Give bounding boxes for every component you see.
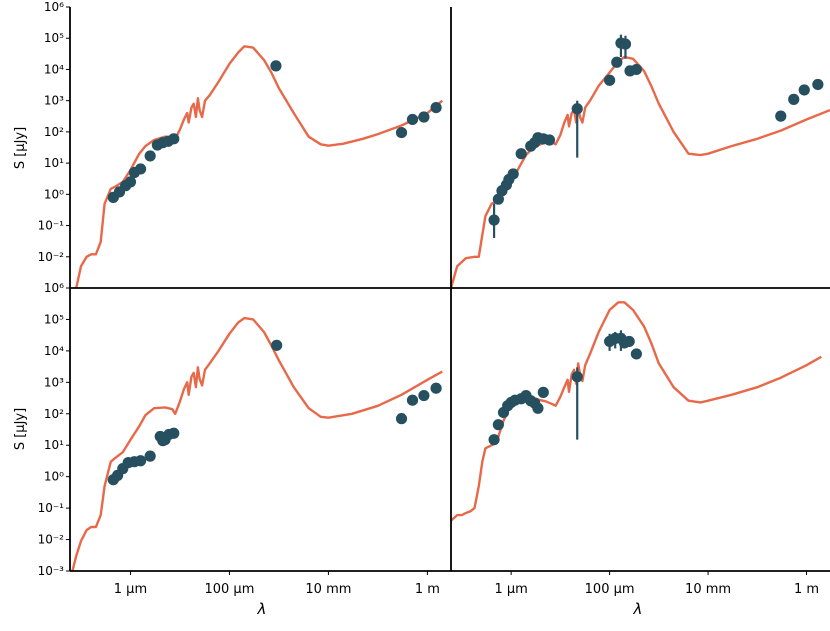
observation-point	[418, 111, 430, 123]
x-tick-label: 10 mm	[685, 582, 731, 597]
observation-point	[571, 371, 583, 383]
y-tick-label: 10⁻²	[38, 533, 65, 547]
observation-point	[134, 163, 147, 175]
observation-point	[543, 134, 556, 146]
sed-panels: 10⁶ 10⁵ 10⁴ 10³ 10² 10¹ 10⁰ 10⁻¹ 10⁻² 10⁶ 10⁵ 10⁴ 10…	[38, 0, 830, 597]
observation-point	[488, 214, 500, 226]
panel-bottom-right	[451, 301, 822, 522]
observation-point	[507, 168, 519, 180]
y-tick-label: 10²	[44, 407, 64, 421]
observation-point	[775, 110, 787, 122]
observation-point	[537, 386, 549, 398]
y-tick-label: 10⁶	[44, 281, 64, 295]
observation-point	[492, 419, 504, 431]
model-sed-line	[75, 45, 444, 288]
observation-point	[488, 434, 500, 446]
x-tick-label: 1 m	[794, 582, 819, 597]
observation-point	[430, 382, 442, 394]
observation-point	[395, 126, 408, 139]
x-axis-label-right: λ	[633, 600, 643, 618]
observation-point	[430, 101, 442, 114]
observation-point	[630, 63, 642, 76]
y-tick-label: 10¹	[44, 438, 64, 452]
observation-point	[406, 394, 419, 406]
observation-point	[611, 56, 623, 68]
y-tick-label: 10²	[44, 125, 64, 139]
observation-point	[492, 193, 504, 205]
observation-point	[619, 38, 632, 50]
observation-point	[406, 113, 419, 126]
observation-point	[144, 450, 156, 462]
observation-point	[418, 389, 430, 402]
panel-top-left	[75, 45, 444, 288]
y-tick-label: 10⁵	[44, 31, 64, 45]
observation-point	[168, 133, 180, 145]
y-tick-label: 10⁻¹	[38, 219, 65, 233]
x-tick-label: 1 μm	[494, 582, 527, 597]
observation-point	[515, 148, 527, 160]
x-tick-label: 100 μm	[204, 582, 254, 597]
x-tick-label: 1 m	[415, 582, 440, 597]
y-tick-label: 10⁰	[44, 187, 64, 201]
model-sed-line	[71, 316, 443, 571]
x-axis-label-left: λ	[257, 600, 267, 618]
y-axis-label-top: S [μJy]	[13, 127, 28, 169]
panel-bottom-left	[71, 316, 443, 571]
y-tick-label: 10⁻²	[38, 250, 65, 264]
y-tick-label: 10⁴	[44, 62, 64, 76]
observation-point	[395, 413, 408, 425]
y-tick-label: 10⁰	[44, 470, 64, 484]
y-tick-label: 10¹	[44, 156, 64, 170]
observation-point	[798, 84, 810, 96]
y-tick-label: 10⁻¹	[38, 501, 65, 515]
y-tick-label: 10⁵	[44, 312, 64, 326]
observation-point	[571, 103, 583, 115]
observation-point	[144, 150, 156, 162]
y-tick-label: 10⁶	[44, 0, 64, 14]
x-tick-label: 100 μm	[585, 582, 635, 597]
y-tick-label: 10³	[44, 94, 64, 108]
observation-point	[271, 339, 283, 351]
observation-point	[812, 78, 824, 91]
x-tick-label: 10 mm	[305, 582, 351, 597]
observation-point	[124, 176, 137, 188]
observation-point	[270, 60, 282, 72]
model-sed-line	[451, 301, 822, 522]
observation-point	[532, 402, 544, 414]
y-tick-label: 10⁻³	[38, 564, 65, 578]
observation-point	[630, 348, 642, 360]
x-tick-label: 1 μm	[114, 582, 147, 597]
y-tick-label: 10⁴	[44, 344, 64, 358]
observation-point	[788, 93, 800, 105]
panel-top-right	[451, 34, 830, 288]
observation-point	[134, 455, 147, 467]
observation-point	[168, 427, 180, 439]
y-axis-label-bottom: S [μJy]	[13, 408, 28, 450]
observation-point	[623, 335, 635, 348]
observation-point	[604, 74, 616, 86]
y-tick-label: 10³	[44, 375, 64, 389]
